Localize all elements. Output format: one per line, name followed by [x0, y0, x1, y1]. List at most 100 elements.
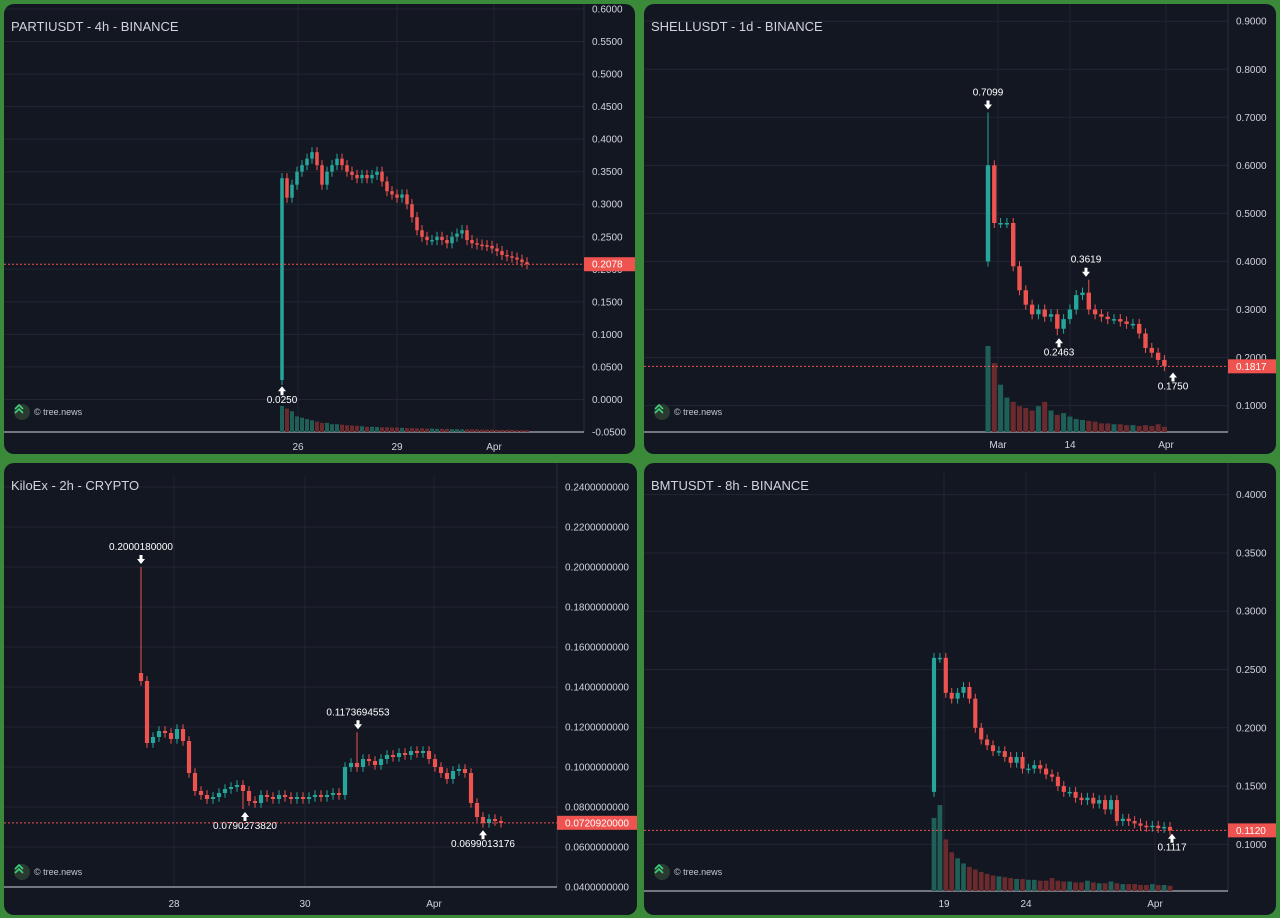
volume-bar [1037, 880, 1043, 891]
y-tick-label: 0.1000 [1236, 401, 1267, 412]
candle-body [138, 673, 144, 681]
volume-bar [1086, 420, 1092, 432]
annotation-label: 0.1117 [1157, 843, 1187, 854]
candle-body [1014, 756, 1019, 763]
candle-body [240, 785, 246, 791]
y-tick-label: 0.5500 [592, 37, 623, 48]
watermark-text: © tree.news [674, 407, 723, 417]
candle-body [1118, 319, 1123, 322]
last-price-tag [1228, 359, 1276, 374]
y-tick-label: 0.1000 [1236, 840, 1267, 851]
y-tick-label: 0.3500 [1236, 548, 1267, 559]
volume-bar [1004, 397, 1010, 432]
candle-body [510, 256, 514, 258]
candle-body [355, 174, 359, 179]
candle-body [425, 236, 429, 241]
volume-bar [480, 429, 484, 432]
volume-bar [1105, 423, 1111, 432]
candle-body [162, 731, 168, 733]
kiloex-chart[interactable]: 0.2400000000 0.2200000000 0.2000000000 0.18… [4, 463, 637, 915]
volume-bar [1132, 884, 1137, 891]
candle-body [992, 165, 997, 223]
y-tick-label: 0.6000 [592, 5, 623, 16]
chart-title: PARTIUSDT - 4h - BINANCE [11, 19, 179, 34]
candle-body [335, 158, 339, 166]
y-tick-label: 0.1400000000 [565, 683, 629, 694]
volume-bar [1161, 884, 1167, 891]
volume-bar [1023, 407, 1029, 432]
y-tick-label: 0.6000 [1236, 161, 1267, 172]
candle-body [1097, 800, 1102, 804]
volume-bar [1161, 426, 1167, 432]
chart-title: BMTUSDT - 8h - BINANCE [651, 478, 809, 493]
candle-body [1162, 826, 1167, 829]
chart-panel-partiusdt[interactable]: 0.6000 0.5500 0.5000 0.4500 0.4000 0.3500 0.30… [4, 4, 635, 454]
bmtusdt-chart[interactable]: 0.4000 0.3500 0.3000 0.2500 0.2000 0.1500 0.10… [644, 463, 1276, 915]
last-price-label: 0.1817 [1236, 362, 1267, 373]
watermark: © tree.news [14, 864, 82, 880]
candle-body [1103, 800, 1108, 810]
candle-body [192, 773, 198, 791]
candle-body [955, 692, 960, 699]
candle-body [420, 751, 426, 753]
volume-bar [1155, 424, 1161, 432]
candle-body [204, 795, 210, 799]
last-price-tag [1228, 823, 1276, 838]
y-tick-label: 0.3000 [592, 200, 623, 211]
x-tick-label: Apr [486, 442, 502, 453]
y-tick-label: 0.0000 [592, 395, 623, 406]
chart-panel-kiloex[interactable]: 0.2400000000 0.2200000000 0.2000000000 0.18… [4, 463, 637, 915]
candle-body [295, 171, 299, 185]
candle-body [985, 165, 991, 262]
candle-body [246, 791, 252, 801]
volume-bar [937, 805, 943, 891]
last-price-label: 0.2078 [592, 260, 623, 271]
watermark-text: © tree.news [674, 867, 723, 877]
volume-bar [385, 427, 389, 432]
volume-bar [515, 430, 519, 432]
y-tick-label: 0.0600000000 [565, 843, 629, 854]
volume-bar [984, 873, 990, 891]
x-tick-label: 30 [299, 899, 311, 910]
volume-bar [490, 429, 494, 432]
volume-bar [380, 427, 384, 432]
candle-body [998, 223, 1003, 225]
watermark-text: © tree.news [34, 867, 83, 877]
candle-body [372, 761, 378, 765]
candle-body [426, 751, 432, 759]
treenews-logo-icon [14, 404, 30, 420]
candle-body [400, 194, 404, 198]
candle-body [186, 741, 192, 773]
candle-body [396, 753, 402, 757]
annotation-arrow-icon [984, 100, 992, 110]
y-tick-label: 0.5000 [1236, 209, 1267, 220]
candle-body [520, 259, 524, 263]
candle-body [474, 803, 480, 817]
partiusdt-chart[interactable]: 0.6000 0.5500 0.5000 0.4500 0.4000 0.3500 0.30… [4, 4, 635, 454]
candle-body [234, 785, 240, 787]
candle-body [1020, 756, 1025, 769]
candle-body [1124, 321, 1129, 324]
candle-body [405, 194, 409, 205]
volume-bar [1102, 883, 1108, 891]
shellusdt-chart[interactable]: 0.9000 0.8000 0.7000 0.6000 0.5000 0.4000 0.30… [644, 4, 1276, 454]
chart-panel-bmtusdt[interactable]: 0.4000 0.3500 0.3000 0.2500 0.2000 0.1500 0.10… [644, 463, 1276, 915]
candle-body [1162, 359, 1167, 367]
candle-body [979, 727, 984, 740]
annotation-arrow-icon [479, 830, 487, 840]
volume-bar [1144, 884, 1149, 891]
y-tick-label: 0.1500 [1236, 782, 1267, 793]
candle-body [300, 797, 306, 799]
annotation-arrow-icon [1055, 338, 1063, 348]
candle-body [468, 773, 474, 803]
candle-body [144, 681, 150, 743]
candle-body [1149, 347, 1155, 353]
volume-bar [1085, 880, 1090, 891]
watermark: © tree.news [654, 404, 722, 420]
volume-bar [485, 429, 489, 432]
candle-body [931, 657, 937, 792]
x-tick-label: 19 [938, 899, 950, 910]
chart-panel-shellusdt[interactable]: 0.9000 0.8000 0.7000 0.6000 0.5000 0.4000 0.30… [644, 4, 1276, 454]
volume-bar [1073, 882, 1078, 891]
annotation-arrow-icon [137, 554, 145, 564]
